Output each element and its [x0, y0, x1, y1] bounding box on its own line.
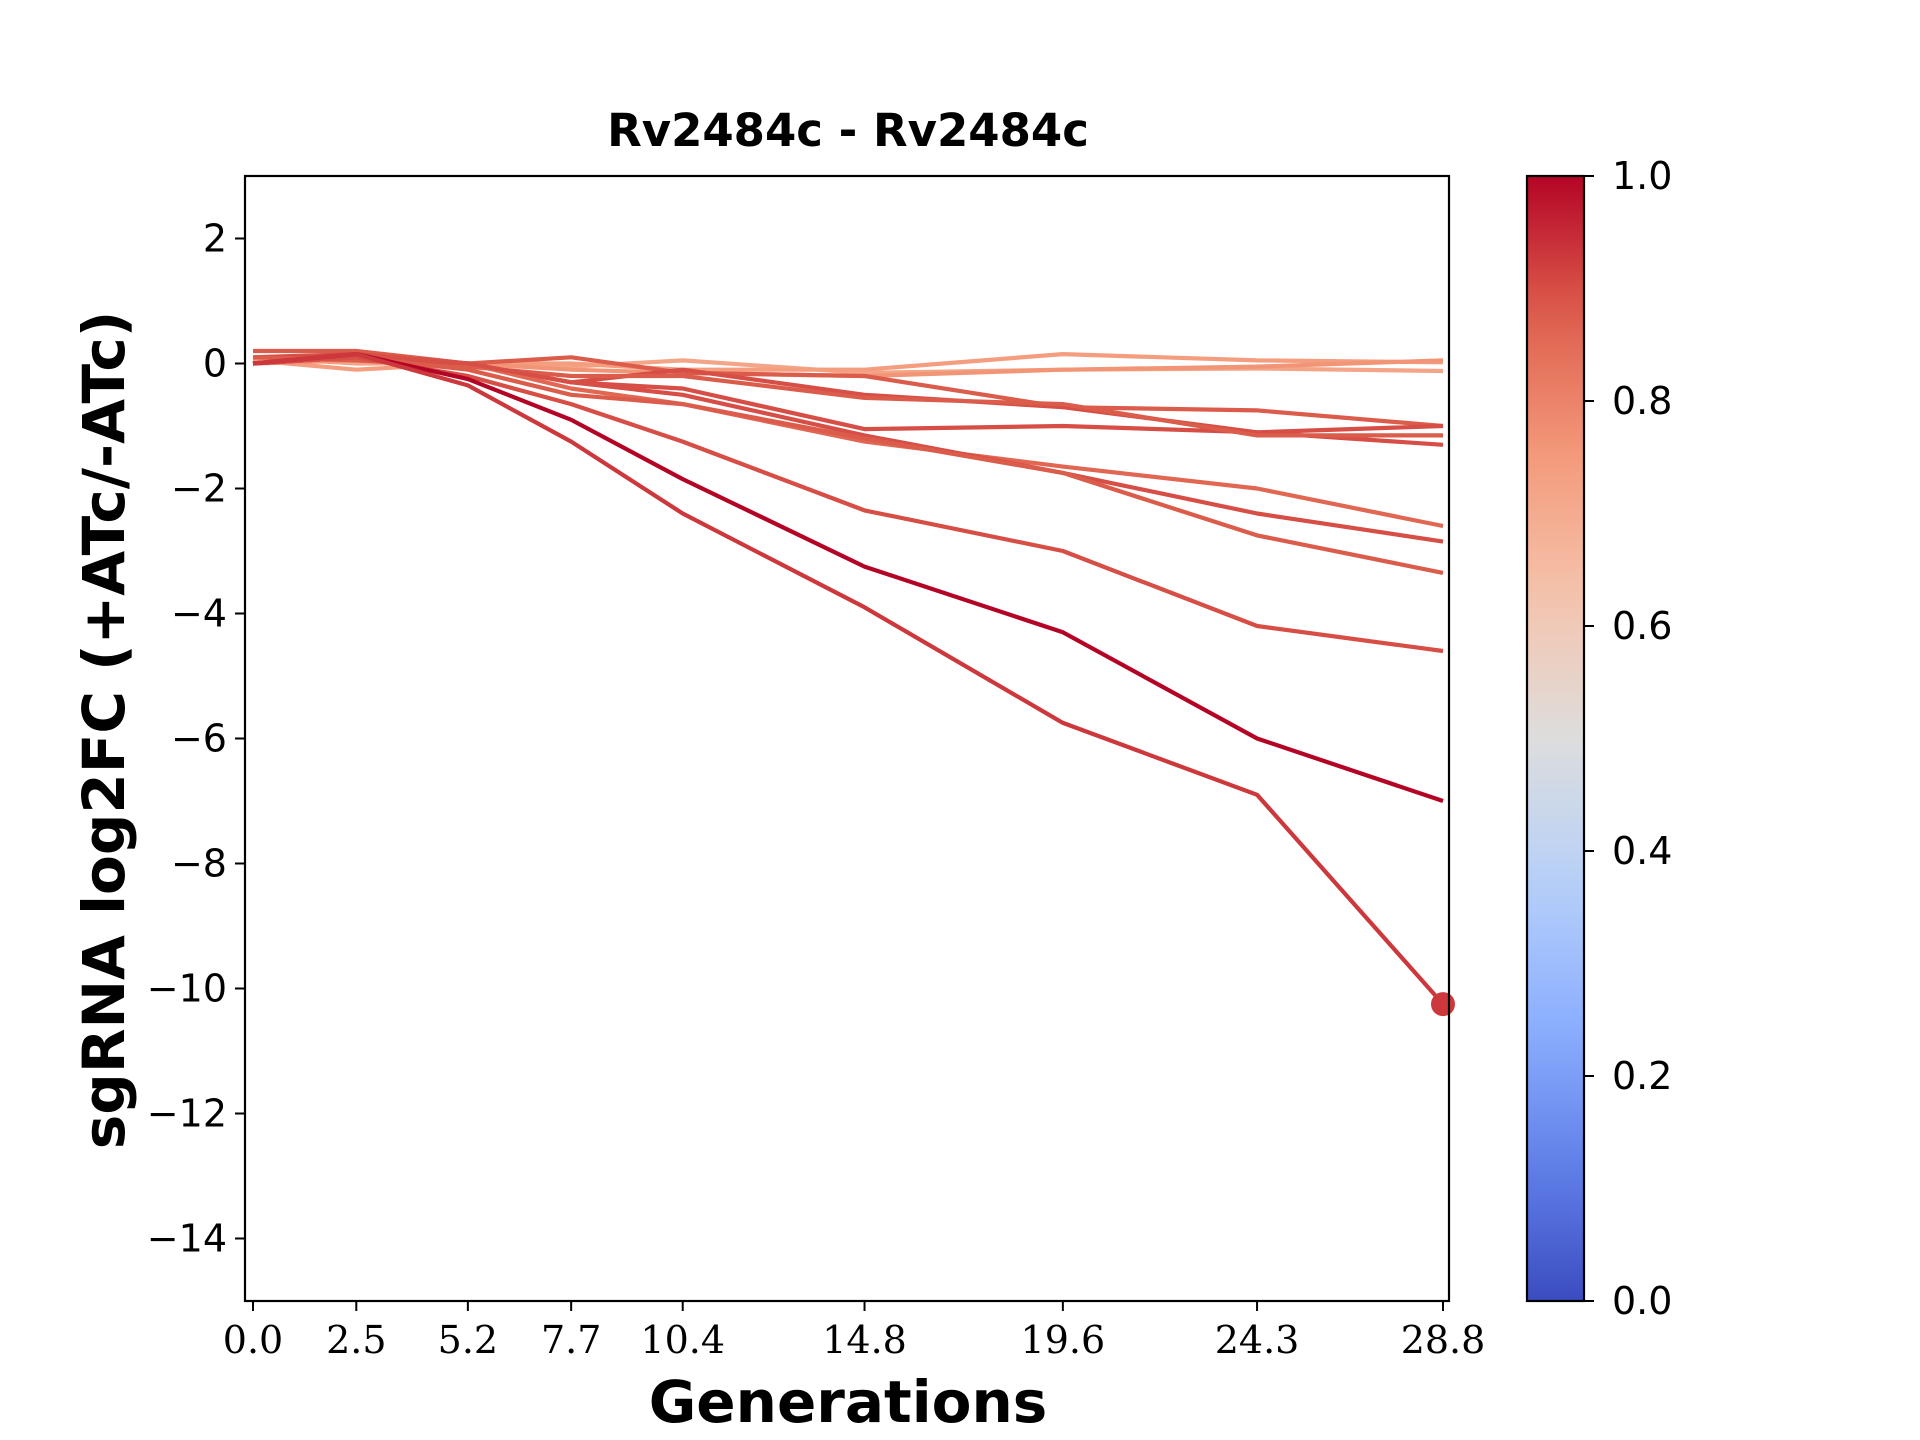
x-tick-label: 28.8	[1401, 1318, 1486, 1362]
x-tick-label: 2.5	[326, 1318, 386, 1362]
x-axis-label: Generations	[649, 1368, 1048, 1436]
colorbar-tick-label: 0.0	[1612, 1279, 1672, 1323]
series-line-9	[252, 355, 1444, 544]
colorbar: 0.0 0.2 0.4 0.6 0.8 1.0	[1525, 154, 1672, 1323]
colorbar-tick-label: 0.8	[1612, 379, 1672, 423]
colorbar-tick-label: 1.0	[1612, 154, 1672, 198]
series-line-12	[252, 352, 1444, 803]
series-line-11	[252, 355, 1444, 654]
series-line-13	[252, 352, 1445, 1006]
y-tick-label: −6	[171, 717, 227, 761]
x-tick-label: 14.8	[822, 1318, 907, 1362]
x-tick-label: 19.6	[1021, 1318, 1106, 1362]
colorbar-gradient	[1525, 174, 1586, 1303]
y-tick-label: −12	[147, 1092, 227, 1136]
plot-frame	[243, 174, 1451, 1303]
series-line-8	[252, 355, 1444, 529]
plot-area: 2 0 −2 −4 −6 −8 −10 −12 −14 0.0 2.5 5.2 7.7 10.4 14.8 1…	[147, 174, 1486, 1362]
y-tick-label: 2	[203, 217, 227, 261]
y-tick-label: −8	[171, 842, 227, 886]
x-tick-label: 5.2	[438, 1318, 498, 1362]
colorbar-tick-label: 0.4	[1612, 829, 1672, 873]
colorbar-tick-label: 0.2	[1612, 1054, 1672, 1098]
y-tick-label: 0	[203, 342, 227, 386]
end-point-marker	[1431, 992, 1455, 1017]
y-tick-label: −10	[147, 967, 227, 1011]
y-tick-label: −2	[171, 467, 227, 511]
x-tick-label: 24.3	[1215, 1318, 1300, 1362]
y-axis-label: sgRNA log2FC (+ATc/-ATc)	[70, 311, 138, 1149]
series-lines	[252, 348, 1445, 1006]
x-tick-label: 10.4	[640, 1318, 725, 1362]
x-tick-label: 0.0	[223, 1318, 283, 1362]
series-line-10	[252, 355, 1444, 575]
series-line-5	[252, 352, 1444, 435]
y-tick-label: −4	[171, 592, 227, 636]
y-tick-label: −14	[147, 1217, 227, 1261]
chart-title: Rv2484c - Rv2484c	[607, 104, 1089, 157]
x-tick-label: 7.7	[541, 1318, 601, 1362]
colorbar-tick-label: 0.6	[1612, 604, 1672, 648]
